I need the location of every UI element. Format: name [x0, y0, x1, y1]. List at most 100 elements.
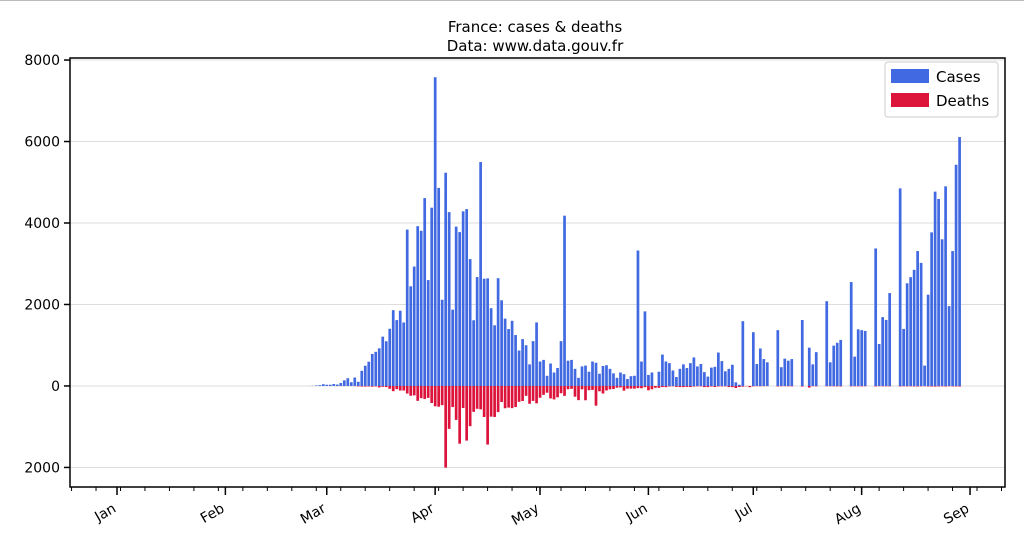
bar-deaths [808, 386, 811, 388]
bar-cases [860, 330, 863, 386]
bar-deaths [472, 386, 475, 412]
bar-deaths [605, 386, 608, 390]
bar-cases [602, 366, 605, 386]
bar-deaths [483, 386, 486, 417]
bar-deaths [703, 386, 706, 387]
bar-cases [951, 251, 954, 386]
bar-cases [937, 199, 940, 386]
gridlines [70, 60, 1005, 467]
bar-deaths [451, 386, 454, 407]
bar-cases [734, 382, 737, 386]
bar-cases [906, 283, 909, 386]
bar-deaths [584, 386, 587, 400]
bar-cases [584, 366, 587, 386]
bar-cases [430, 208, 433, 386]
bar-deaths [626, 386, 629, 389]
bar-cases [731, 365, 734, 386]
x-tick-label: Mar [298, 500, 329, 527]
bar-deaths [944, 386, 947, 387]
bar-deaths [532, 386, 535, 401]
bar-deaths [409, 386, 412, 396]
bar-deaths [679, 386, 682, 387]
bar-cases [829, 362, 832, 386]
bar-cases [518, 351, 521, 386]
bar-cases [714, 367, 717, 386]
bar-cases [616, 378, 619, 386]
bar-deaths [486, 386, 489, 445]
bar-deaths [367, 386, 370, 387]
bar-cases [825, 301, 828, 386]
bar-cases [717, 353, 720, 386]
bar-cases [640, 362, 643, 386]
bar-deaths [595, 386, 598, 406]
bar-cases [472, 320, 475, 386]
bar-cases [927, 295, 930, 386]
bar-cases [913, 270, 916, 386]
bar-cases [682, 364, 685, 386]
bar-cases [630, 376, 633, 386]
bar-cases [944, 186, 947, 386]
bar-deaths [591, 386, 594, 390]
bar-deaths [588, 386, 591, 390]
bar-deaths [476, 386, 479, 409]
y-tick-label: 8000 [24, 53, 60, 69]
bar-deaths [616, 386, 619, 388]
bar-cases [343, 380, 346, 386]
bar-deaths [406, 386, 409, 394]
bar-deaths [577, 386, 580, 400]
bar-cases [542, 360, 545, 386]
bar-deaths [598, 386, 601, 391]
bar-cases [752, 332, 755, 386]
bar-cases [955, 165, 958, 386]
bar-cases [567, 361, 570, 386]
bar-deaths [574, 386, 577, 397]
bar-cases [339, 383, 342, 386]
bar-cases [762, 359, 765, 386]
bar-deaths [462, 386, 465, 408]
x-tick-label: Apr [408, 500, 437, 526]
bar-deaths [535, 386, 538, 403]
x-tick-label: Jul [732, 501, 756, 524]
bar-cases [423, 198, 426, 386]
bar-deaths [693, 386, 696, 387]
bar-deaths [560, 386, 563, 393]
bar-cases [332, 384, 335, 386]
bar-cases [948, 306, 951, 386]
bar-cases [801, 320, 804, 386]
bar-cases [329, 385, 332, 386]
bar-cases [549, 364, 552, 386]
bar-deaths [647, 386, 650, 390]
bar-cases [476, 277, 479, 386]
bar-deaths [458, 386, 461, 444]
bar-cases [588, 372, 591, 386]
bar-deaths [633, 386, 636, 389]
bar-cases [836, 343, 839, 386]
bar-cases [700, 364, 703, 386]
bar-deaths [493, 386, 496, 417]
bar-deaths [399, 386, 402, 391]
bar-deaths [455, 386, 458, 420]
bar-cases [336, 385, 339, 386]
bar-deaths [497, 386, 500, 412]
bar-cases [958, 137, 961, 386]
bar-deaths [553, 386, 556, 399]
bar-cases [598, 374, 601, 386]
bar-cases [402, 322, 405, 386]
bar-cases [437, 188, 440, 386]
bar-cases [637, 251, 640, 386]
bar-cases [462, 211, 465, 386]
bar-cases [853, 357, 856, 386]
bar-deaths [916, 386, 919, 387]
bar-cases [721, 361, 724, 386]
bar-deaths [741, 386, 744, 387]
bar-deaths [381, 386, 384, 387]
bar-cases [710, 368, 713, 386]
x-tick-label: Feb [198, 501, 228, 527]
bar-cases [581, 366, 584, 386]
bar-deaths [682, 386, 685, 387]
bar-cases [878, 344, 881, 386]
bar-cases [392, 310, 395, 386]
bar-cases [920, 263, 923, 386]
bar-cases [612, 373, 615, 386]
